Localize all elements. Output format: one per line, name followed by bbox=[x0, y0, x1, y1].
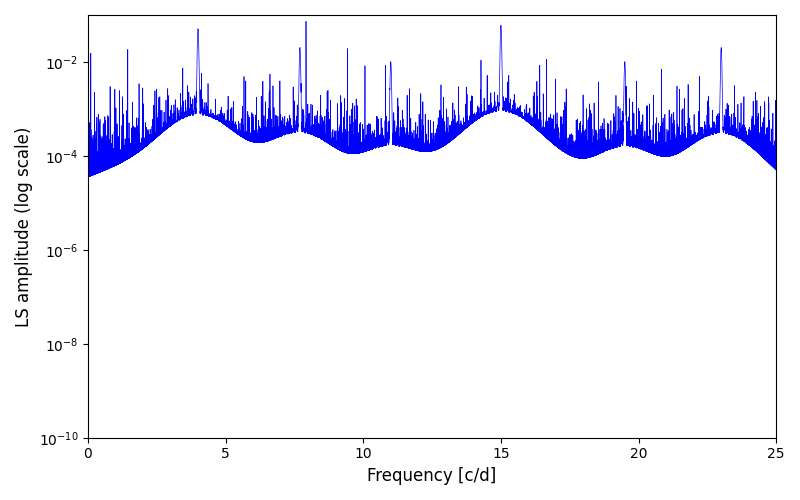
Y-axis label: LS amplitude (log scale): LS amplitude (log scale) bbox=[15, 126, 33, 326]
X-axis label: Frequency [c/d]: Frequency [c/d] bbox=[367, 467, 497, 485]
